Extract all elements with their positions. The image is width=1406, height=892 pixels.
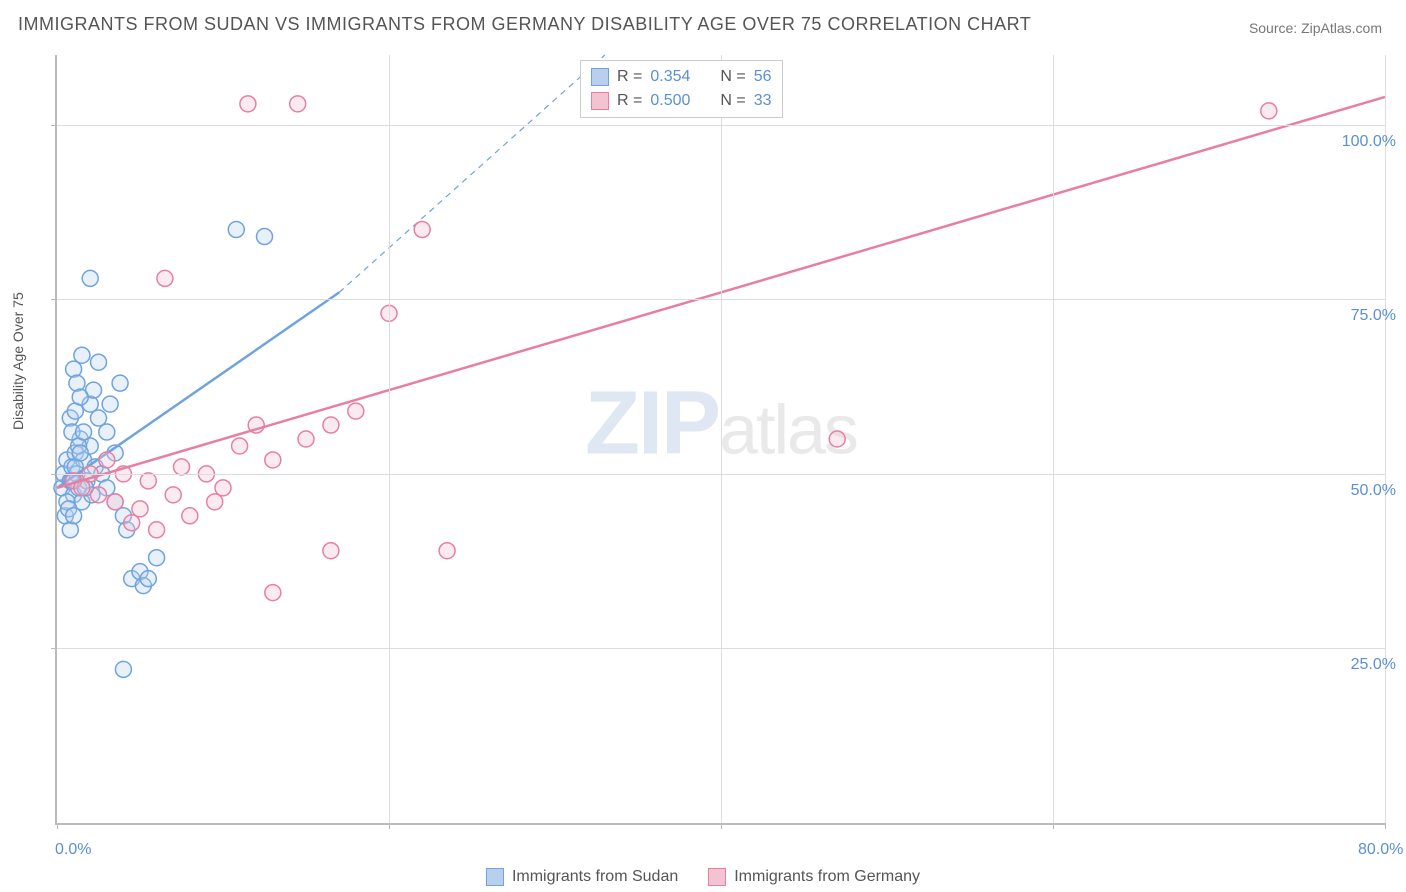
y-tick-label: 75.0% xyxy=(1351,307,1396,325)
plot-area: ZIPatlas xyxy=(55,55,1385,825)
series-legend: Immigrants from Sudan Immigrants from Ger… xyxy=(486,868,920,886)
legend-swatch xyxy=(591,92,609,110)
y-tick-label: 50.0% xyxy=(1351,482,1396,500)
stats-legend: R = 0.354N = 56R = 0.500N = 33 xyxy=(580,60,783,118)
legend-swatch xyxy=(486,868,504,886)
legend-item: Immigrants from Germany xyxy=(708,868,920,886)
stats-legend-row: R = 0.354N = 56 xyxy=(591,65,772,89)
legend-swatch xyxy=(591,68,609,86)
y-tick-label: 100.0% xyxy=(1342,133,1396,151)
x-tick-label: 80.0% xyxy=(1358,841,1403,859)
chart-title: IMMIGRANTS FROM SUDAN VS IMMIGRANTS FROM… xyxy=(18,14,1031,35)
stats-legend-row: R = 0.500N = 33 xyxy=(591,89,772,113)
legend-label: Immigrants from Germany xyxy=(734,868,920,886)
x-tick-label: 0.0% xyxy=(55,841,91,859)
y-axis-label: Disability Age Over 75 xyxy=(10,292,26,430)
source-label: Source: ZipAtlas.com xyxy=(1249,20,1382,36)
legend-swatch xyxy=(708,868,726,886)
legend-label: Immigrants from Sudan xyxy=(512,868,678,886)
legend-item: Immigrants from Sudan xyxy=(486,868,678,886)
y-tick-label: 25.0% xyxy=(1351,656,1396,674)
